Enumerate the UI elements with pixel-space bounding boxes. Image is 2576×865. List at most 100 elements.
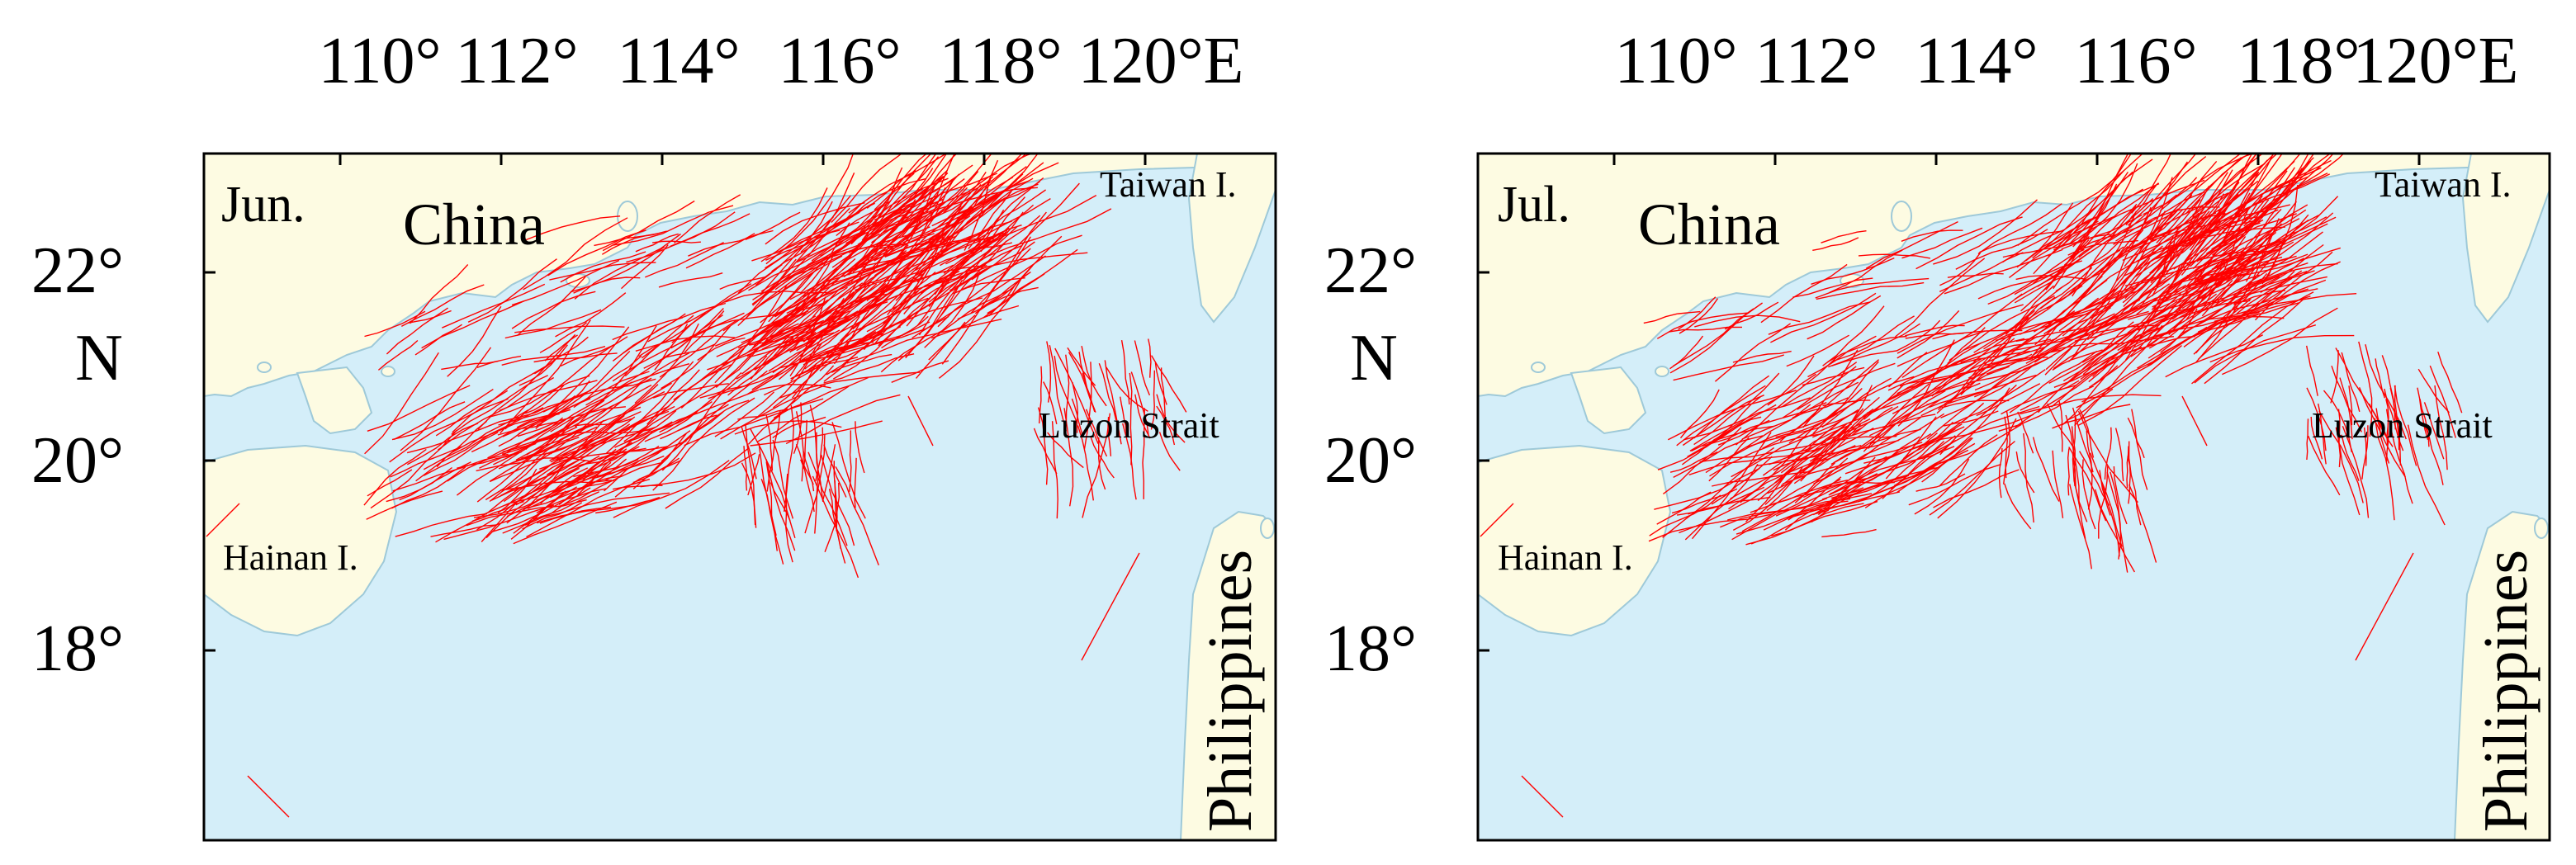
- drifter-track: [1920, 374, 2037, 417]
- drifter-track: [1995, 308, 2095, 342]
- drifter-track: [386, 307, 448, 355]
- drifter-track: [828, 489, 841, 550]
- drifter-track: [2209, 334, 2355, 363]
- luzon-strait-label: Luzon Strait: [1039, 405, 1219, 446]
- drifter-track: [745, 425, 756, 526]
- drifter-track: [632, 457, 680, 484]
- drifter-track: [1897, 339, 1955, 427]
- drifter-track: [1830, 399, 1941, 466]
- drifter-track: [887, 212, 966, 316]
- drifter-track: [1669, 302, 1764, 374]
- drifter-track: [1104, 360, 1122, 445]
- drifter-track: [778, 262, 894, 328]
- drifter-track: [1823, 473, 1878, 508]
- drifter-track: [2242, 220, 2309, 278]
- drifter-track: [624, 409, 677, 443]
- drifter-track: [661, 391, 723, 471]
- drifter-track: [1885, 416, 1937, 480]
- philippines-landmass: [2453, 510, 2550, 840]
- drifter-track: [2074, 324, 2163, 427]
- drifter-track: [1792, 277, 1873, 298]
- drifter-track: [772, 416, 826, 438]
- drifter-track: [2389, 387, 2400, 451]
- drifter-track: [2157, 228, 2179, 284]
- drifter-track: [2196, 219, 2264, 262]
- drifter-track: [2090, 452, 2123, 547]
- drifter-track: [891, 360, 949, 383]
- drifter-track: [1915, 473, 1966, 492]
- drifter-track: [1787, 500, 1849, 519]
- drifter-track: [1974, 355, 2053, 398]
- drifter-track: [696, 399, 750, 432]
- drifter-track: [747, 454, 760, 496]
- drifter-track: [2224, 154, 2253, 207]
- drifter-track: [766, 410, 781, 492]
- drifter-track: [2181, 276, 2237, 310]
- drifter-track: [2067, 246, 2124, 297]
- drifter-track: [772, 439, 794, 519]
- drifter-track: [2323, 390, 2352, 453]
- drifter-track: [1851, 406, 1893, 436]
- drifter-track: [1134, 394, 1151, 439]
- drifter-track: [945, 194, 1097, 265]
- drifter-track: [1046, 341, 1052, 403]
- drifter-track: [1717, 395, 1762, 439]
- map-frame: [1476, 152, 2551, 842]
- lon-tick-label: 120°E: [1078, 25, 1244, 97]
- drifter-track: [1662, 447, 1775, 538]
- drifter-track: [2025, 202, 2074, 262]
- drifter-track: [785, 394, 901, 445]
- drifter-track: [671, 264, 783, 343]
- drifter-track: [2034, 307, 2111, 358]
- drifter-track: [1154, 362, 1167, 405]
- drifter-track: [1865, 220, 1958, 269]
- drifter-track: [765, 154, 855, 265]
- drifter-track: [1047, 432, 1084, 469]
- drifter-track: [1669, 335, 1704, 370]
- drifter-track: [1648, 513, 1773, 542]
- drifter-track: [983, 248, 1078, 319]
- drifter-track: [1869, 428, 1921, 445]
- drifter-track: [1071, 398, 1083, 437]
- drifter-track: [621, 244, 669, 290]
- drifter-track: [1816, 281, 1925, 300]
- drifter-track: [809, 274, 859, 321]
- drifter-track: [601, 233, 659, 255]
- drifter-track: [984, 208, 1112, 258]
- drifter-track: [687, 315, 817, 390]
- drifter-track: [2254, 261, 2341, 321]
- drifter-track: [962, 234, 1082, 291]
- month-label: Jul.: [1498, 177, 1570, 233]
- drifter-track: [768, 236, 856, 323]
- drifter-track: [866, 187, 946, 301]
- drifter-track: [954, 180, 1030, 217]
- drifter-track: [646, 369, 700, 425]
- drifter-track: [836, 201, 891, 237]
- track-layer: [206, 154, 1187, 818]
- drifter-track: [1691, 425, 1775, 452]
- drifter-track: [247, 775, 290, 818]
- drifter-track: [846, 319, 1002, 364]
- drifter-track: [2004, 416, 2008, 479]
- drifter-track: [516, 407, 571, 428]
- luzon-strait-label: Luzon Strait: [2312, 405, 2493, 446]
- map-frame: [202, 152, 1277, 842]
- drifter-track: [2068, 179, 2205, 245]
- drifter-track: [1926, 371, 2014, 440]
- drifter-track: [928, 314, 976, 361]
- drifter-track: [1864, 461, 1916, 499]
- drifter-track: [1899, 350, 2030, 387]
- drifter-track: [768, 329, 841, 372]
- drifter-track: [866, 169, 916, 209]
- drifter-track: [640, 452, 756, 488]
- drifter-track: [2032, 170, 2124, 259]
- drifter-track: [502, 419, 565, 456]
- drifter-track: [2197, 270, 2295, 361]
- drifter-track: [370, 429, 457, 509]
- drifter-track: [2078, 197, 2154, 258]
- drifter-track: [550, 381, 632, 432]
- drifter-track: [1887, 363, 1958, 391]
- drifter-track: [481, 450, 580, 542]
- drifter-track: [1821, 377, 1892, 428]
- drifter-track: [1673, 435, 1764, 479]
